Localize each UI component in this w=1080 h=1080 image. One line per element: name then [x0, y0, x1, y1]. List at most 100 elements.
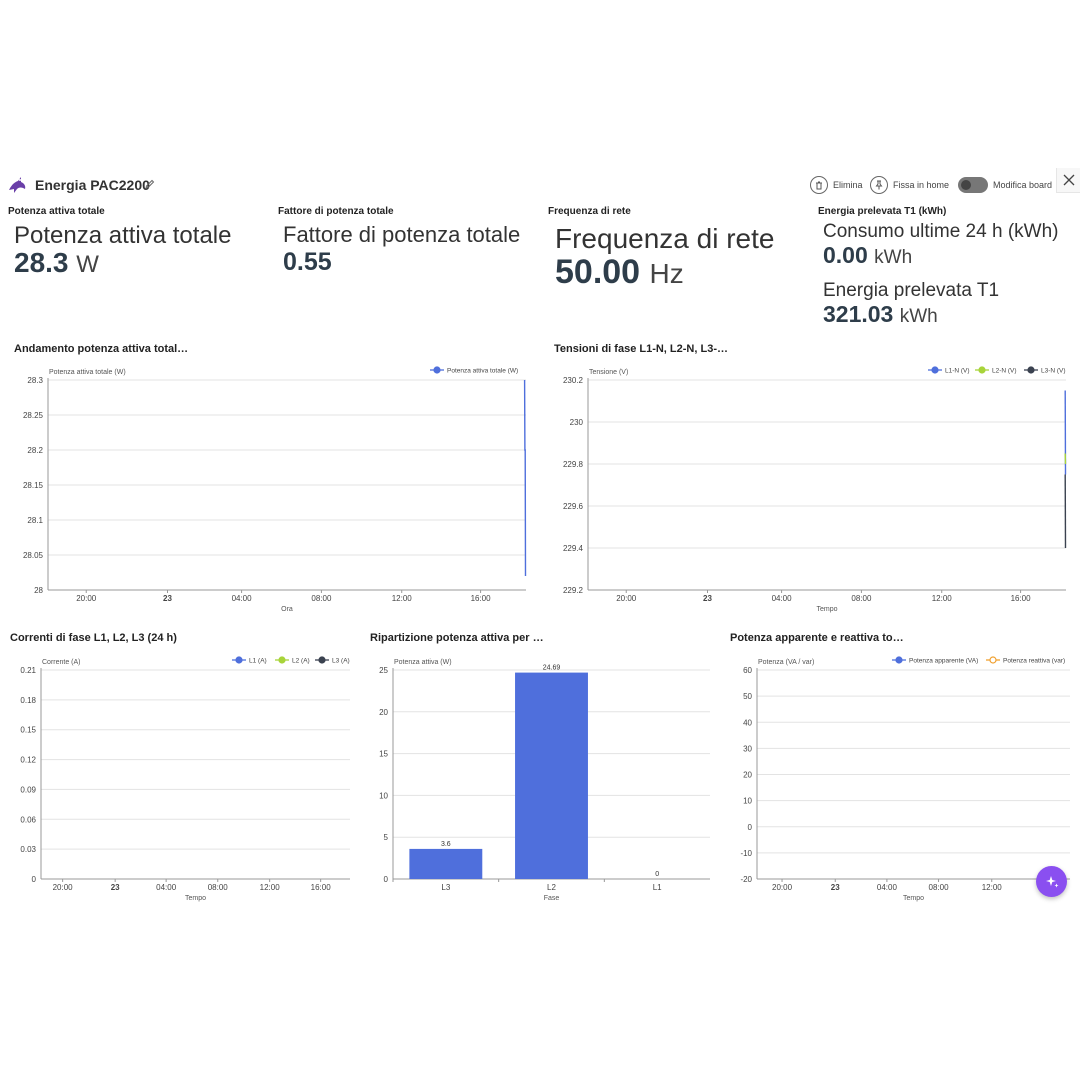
x-axis-title: Tempo [185, 895, 206, 902]
y-tick-label: 28.05 [23, 551, 44, 560]
pin-home-button[interactable]: Fissa in home [870, 174, 949, 196]
chart-power: Potenza attiva totale (W) Ora 28.3 28.25 28.… [23, 366, 527, 613]
y-tick-label: 0.03 [20, 845, 36, 854]
legend-label: Potenza attiva totale (W) [447, 368, 518, 375]
delete-label: Elimina [833, 180, 863, 190]
legend-marker [931, 366, 939, 374]
x-tick-label: 08:00 [851, 594, 872, 603]
legend-marker [989, 656, 997, 664]
bar-value-label: 24.69 [543, 665, 561, 672]
x-axis-title: Ora [281, 606, 293, 613]
bar-value-label: 3.6 [441, 841, 451, 848]
x-tick-label: 20:00 [772, 883, 793, 892]
pencil-icon[interactable] [144, 178, 156, 190]
x-tick-label: L1 [653, 883, 662, 892]
chart-current: Corrente (A) Tempo 0.21 0.18 0.15 0.12 0.09 0.0… [20, 656, 350, 902]
y-axis-title: Potenza (VA / var) [758, 659, 814, 666]
x-tick-label: 12:00 [982, 883, 1003, 892]
y-tick-label: 0.21 [20, 666, 36, 675]
panel-title-voltage: Tensioni di fase L1-N, L2-N, L3-… [554, 343, 728, 355]
y-tick-label: 10 [743, 797, 752, 806]
y-tick-label: 229.8 [563, 460, 584, 469]
y-tick-label: 28 [34, 586, 43, 595]
pin-icon [870, 176, 888, 194]
legend-label: L3 (A) [332, 658, 350, 665]
x-axis-title: Tempo [816, 606, 837, 613]
x-axis-title: Fase [544, 895, 560, 902]
panel-title-apparent: Potenza apparente e reattiva to… [730, 632, 904, 644]
x-tick-label: 08:00 [208, 883, 229, 892]
close-button[interactable] [1056, 168, 1080, 193]
y-tick-label: 60 [743, 666, 752, 675]
y-tick-label: 28.1 [27, 516, 43, 525]
y-tick-label: 0.09 [20, 785, 36, 794]
x-tick-label: 23 [111, 883, 120, 892]
metric-value: 0.00 kWh [823, 242, 913, 268]
metric-label: Consumo ultime 24 h (kWh) [823, 221, 1059, 242]
y-axis-title: Potenza attiva totale (W) [49, 369, 126, 376]
metric-label: Fattore di potenza totale [283, 222, 521, 247]
delete-button[interactable]: Elimina [810, 174, 863, 196]
y-tick-label: -20 [740, 875, 752, 884]
trash-icon [810, 176, 828, 194]
x-tick-label: 20:00 [53, 883, 74, 892]
legend-label: L2 (A) [292, 658, 310, 665]
card-energy: Energia prelevata T1 (kWh) Consumo ultim… [818, 206, 1058, 329]
metric-value: 50.00 Hz [555, 253, 684, 291]
legend-label: L1-N (V) [945, 368, 970, 375]
y-tick-label: 28.15 [23, 481, 44, 490]
card-frequency: Frequenza di rete Frequenza di rete 50.0… [548, 206, 774, 291]
legend-label: L2-N (V) [992, 368, 1017, 375]
edit-board-label: Modifica board [993, 180, 1053, 190]
x-axis-title: Tempo [903, 895, 924, 902]
y-tick-label: 229.6 [563, 502, 584, 511]
y-tick-label: 0.06 [20, 815, 36, 824]
y-tick-label: 20 [379, 708, 388, 717]
toggle-switch[interactable] [958, 177, 988, 193]
metric-value: 0.55 [283, 248, 332, 276]
x-tick-label: 16:00 [311, 883, 332, 892]
legend-marker [433, 366, 441, 374]
y-tick-label: 230 [570, 418, 584, 427]
y-tick-label: 0.18 [20, 696, 36, 705]
metric-label: Potenza attiva totale [14, 222, 232, 249]
y-axis-title: Potenza attiva (W) [394, 659, 452, 666]
y-tick-label: 0 [32, 875, 37, 884]
bar [409, 848, 483, 879]
x-tick-label: 20:00 [76, 594, 97, 603]
y-tick-label: 50 [743, 692, 752, 701]
board-header: Energia PAC2200 Elimina Fissa in home Mo… [0, 168, 1080, 202]
y-tick-label: 0.12 [20, 756, 36, 765]
card-title: Energia prelevata T1 (kWh) [818, 206, 947, 217]
y-tick-label: -10 [740, 849, 752, 858]
card-title: Fattore di potenza totale [278, 206, 394, 217]
bird-logo-icon [9, 177, 26, 193]
card-power-factor: Fattore di potenza totale Fattore di pot… [278, 206, 520, 276]
edit-board-toggle[interactable]: Modifica board [958, 174, 1052, 196]
card-title: Frequenza di rete [548, 206, 631, 217]
ai-assistant-button[interactable] [1036, 866, 1067, 897]
x-tick-label: L3 [441, 883, 450, 892]
card-power: Potenza attiva totale Potenza attiva tot… [8, 206, 231, 279]
series-line [523, 379, 527, 577]
x-tick-label: 23 [163, 594, 172, 603]
panel-title-power: Andamento potenza attiva total… [14, 343, 189, 355]
panel-title-phase: Ripartizione potenza attiva per … [370, 632, 544, 644]
x-tick-label: 04:00 [232, 594, 253, 603]
y-axis-title: Tensione (V) [589, 369, 628, 376]
y-tick-label: 10 [379, 791, 388, 800]
y-tick-label: 229.4 [563, 544, 584, 553]
close-icon [1063, 174, 1075, 186]
y-tick-label: 28.25 [23, 411, 44, 420]
x-tick-label: 12:00 [260, 883, 281, 892]
x-tick-label: 08:00 [311, 594, 332, 603]
y-axis-title: Corrente (A) [42, 659, 81, 666]
x-tick-label: 20:00 [616, 594, 637, 603]
x-tick-label: 16:00 [1011, 594, 1032, 603]
metric-value: 28.3 W [14, 247, 99, 279]
legend-marker [1027, 366, 1035, 374]
x-tick-label: 04:00 [772, 594, 793, 603]
chart-voltage: Tensione (V) Tempo 230.2 230 229.8 229.6 229.4… [563, 366, 1067, 613]
metric-label: Frequenza di rete [555, 223, 775, 254]
y-tick-label: 229.2 [563, 586, 584, 595]
